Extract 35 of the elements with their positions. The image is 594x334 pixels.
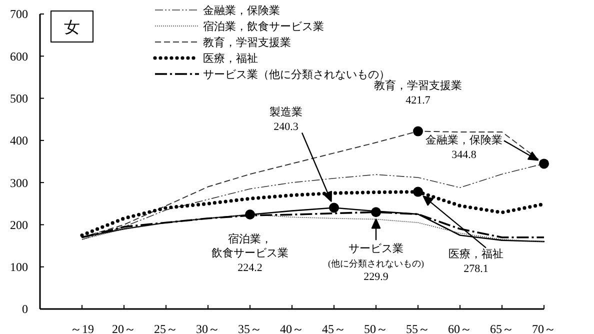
y-tick-label: 600 [10, 49, 28, 64]
y-tick-label: 500 [10, 91, 28, 106]
x-tick-label: 25～ [154, 322, 178, 334]
annotation: 医療，福祉 278.1 [448, 248, 504, 275]
x-tick-label: 70～ [532, 322, 556, 334]
x-tick-label: 60～ [448, 322, 472, 334]
x-tick-label: 40～ [280, 322, 304, 334]
annotation: 教育，学習支援業 421.7 [374, 79, 462, 106]
legend-label: 医療，福祉 [203, 52, 258, 65]
y-tick-label: 200 [10, 218, 28, 232]
point [329, 202, 339, 213]
legend-label: 教育，学習支援業 [203, 36, 291, 49]
point [371, 207, 381, 218]
x-tick-label: 45～ [322, 322, 346, 334]
x-tick-label: 50～ [364, 322, 388, 334]
annotation: 金融業，保険業 344.8 [426, 134, 502, 161]
annotation: 製造業 240.3 [270, 106, 302, 133]
x-tick-label: 35～ [238, 322, 262, 334]
chart-title: 女 [64, 18, 80, 37]
x-tick-label: 65～ [490, 322, 514, 334]
x-tick-label: ～19 [70, 322, 94, 334]
y-tick-label: 700 [10, 7, 28, 22]
point [413, 186, 423, 197]
y-tick-label: 400 [10, 134, 28, 148]
legend-label: サービス業（他に分類されないもの） [203, 68, 390, 81]
point [245, 210, 255, 220]
y-tick-label: 300 [10, 176, 28, 190]
x-tick-label: 55～ [406, 322, 430, 334]
x-tick-label: 30～ [196, 322, 220, 334]
y-tick-label: 100 [10, 260, 28, 274]
legend-label: 宿泊業，飲食サービス業 [203, 20, 324, 33]
y-tick-label: 0 [22, 302, 28, 316]
x-tick-label: 20～ [112, 322, 136, 334]
legend-label: 金融業，保険業 [203, 4, 280, 17]
annotation: 宿泊業，飲食サービス業 224.2 [212, 232, 288, 274]
